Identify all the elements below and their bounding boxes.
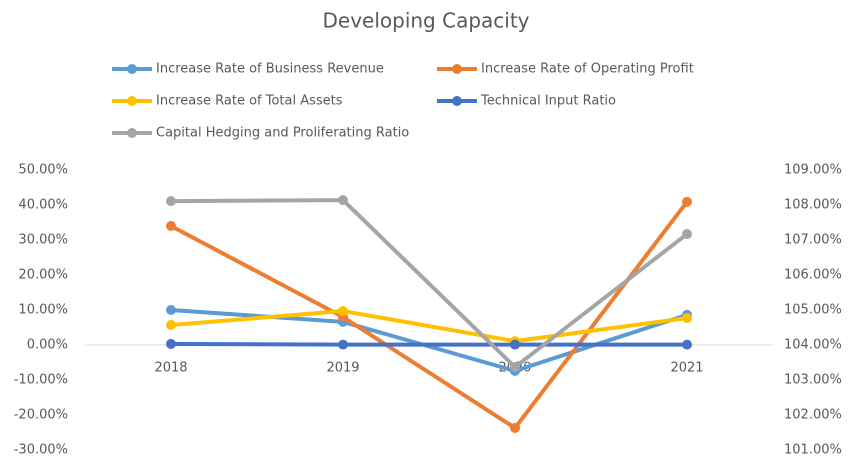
legend-marker [452,96,462,106]
x-tick-label: 2021 [670,361,703,376]
y2-tick-label: 108.00% [784,198,842,213]
legend-marker [127,64,137,74]
point-marker [338,195,348,206]
legend-marker [127,128,137,138]
point-marker [510,422,520,433]
legend-label: Increase Rate of Operating Profit [481,62,694,77]
series-line [170,309,688,344]
point-marker [166,221,176,231]
y2-tick-label: 105.00% [784,303,842,318]
legend-label: Capital Hedging and Proliferating Ratio [156,126,409,141]
series-line [170,198,689,370]
legend-label: Increase Rate of Business Revenue [156,62,384,77]
y2-tick-label: 101.00% [784,443,842,457]
point-marker [510,339,520,350]
y2-tick-label: 102.00% [784,408,842,423]
y2-tick-label: 106.00% [784,268,842,283]
y-tick-label: -30.00% [14,443,68,457]
point-marker [510,362,520,373]
y-tick-label: -20.00% [14,408,68,423]
y-tick-label: 40.00% [18,198,68,213]
y2-tick-label: 107.00% [784,233,842,248]
point-marker [338,306,348,317]
point-marker [682,196,692,207]
y-tick-label: 50.00% [18,163,68,178]
legend-marker [127,96,137,106]
x-tick-label: 2019 [326,361,359,376]
point-marker [682,339,692,350]
y-tick-label: 20.00% [18,268,68,283]
point-marker [682,229,692,240]
point-marker [166,320,176,331]
point-marker [338,339,348,350]
legend-label: Technical Input Ratio [480,94,616,109]
series-line [170,341,687,347]
point-marker [166,338,176,349]
point-marker [166,305,176,315]
point-marker [166,196,176,207]
y-tick-label: 30.00% [18,233,68,248]
x-tick-label: 2018 [154,361,187,376]
chart-title: Developing Capacity [322,9,529,33]
y-tick-label: -10.00% [14,373,68,388]
y-tick-label: 10.00% [18,303,68,318]
legend-marker [452,64,462,74]
y2-tick-label: 103.00% [784,373,842,388]
y2-tick-label: 109.00% [784,163,842,178]
y2-tick-label: 104.00% [784,338,842,353]
point-marker [682,313,692,324]
y-tick-label: 0.00% [27,338,68,353]
series-line [170,200,689,430]
legend-label: Increase Rate of Total Assets [156,94,343,109]
